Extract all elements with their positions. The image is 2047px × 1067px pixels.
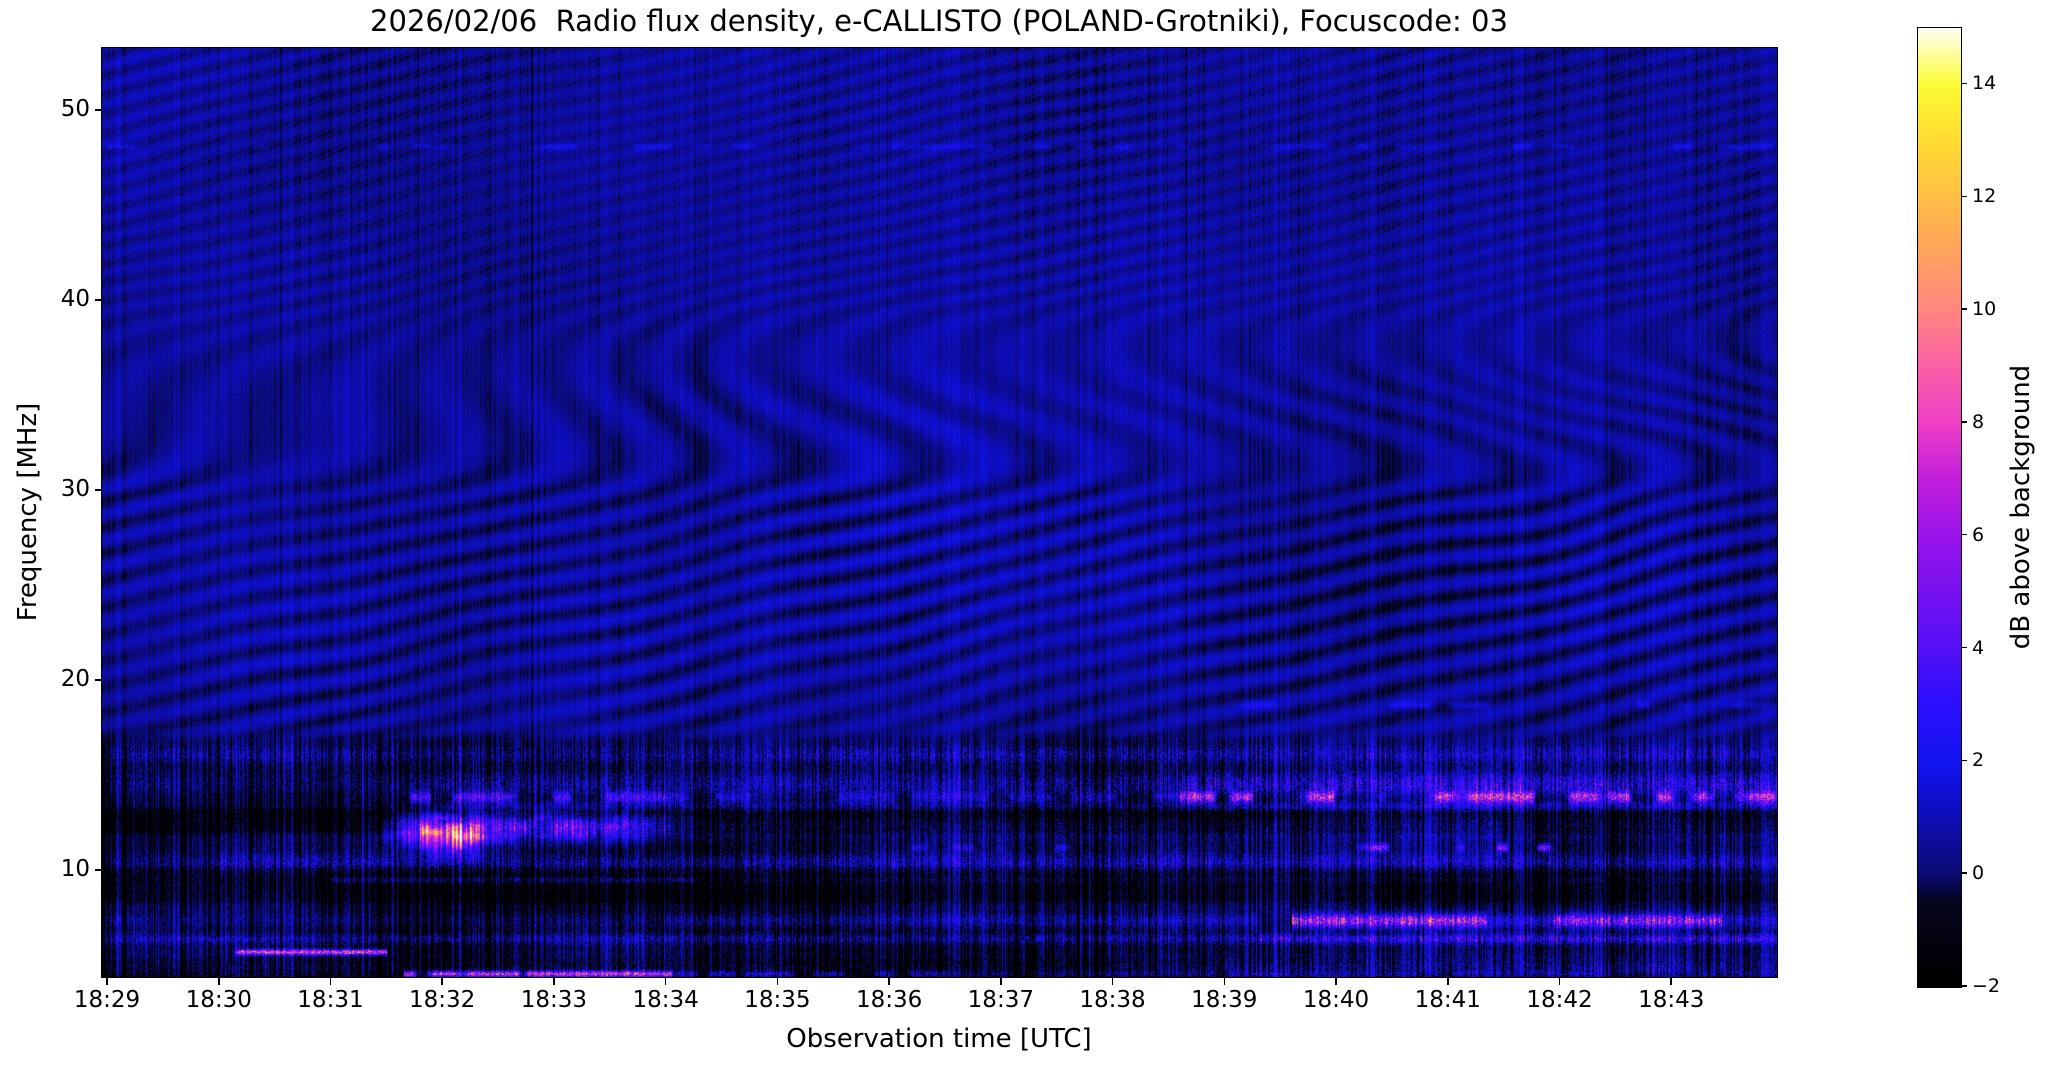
x-tick-mark [1670,978,1672,985]
x-tick-mark [1223,978,1226,985]
x-tick-label: 18:41 [1414,987,1481,1013]
x-tick-mark [1335,978,1337,985]
y-axis-label: Frequency [MHz] [13,402,43,622]
spectrogram-canvas [102,48,1777,977]
x-tick-label: 18:30 [185,987,252,1013]
x-tick-mark [1000,978,1002,985]
x-tick-mark [1558,978,1561,985]
colorbar-tick-mark [1961,421,1967,423]
x-tick-mark [1446,978,1449,985]
colorbar-tick-label: 10 [1972,298,1997,321]
colorbar-tick-mark [1961,195,1967,197]
x-tick-label: 18:31 [297,987,364,1013]
x-tick-label: 18:37 [967,987,1034,1013]
colorbar-tick-mark [1961,759,1967,762]
chart-title: 2026/02/06 Radio flux density, e-CALLIST… [370,4,1508,38]
x-tick-mark [1111,978,1114,985]
x-axis-label: Observation time [UTC] [786,1024,1092,1054]
colorbar-tick-mark [1961,985,1967,987]
colorbar-tick-label: 0 [1972,862,1985,885]
x-tick-label: 18:38 [1079,987,1146,1013]
colorbar-tick-mark [1961,872,1967,874]
x-tick-label: 18:36 [855,987,923,1013]
x-tick-mark [441,978,443,985]
y-tick-label: 50 [60,96,90,123]
colorbar-label: dB above background [2006,364,2036,650]
x-tick-label: 18:43 [1638,987,1705,1013]
x-tick-mark [664,978,667,985]
colorbar-tick-label: 4 [1972,636,1985,659]
y-tick-mark [95,489,102,491]
y-tick-label: 10 [60,856,90,883]
x-tick-label: 18:35 [744,987,811,1013]
x-tick-label: 18:42 [1526,987,1593,1013]
y-tick-mark [95,299,102,301]
colorbar-tick-label: 2 [1972,749,1985,772]
x-tick-label: 18:34 [632,987,699,1013]
colorbar-tick-label: 12 [1972,185,1997,208]
x-tick-label: 18:29 [73,987,141,1013]
x-tick-mark [888,978,890,985]
colorbar-tick-mark [1961,534,1967,536]
y-tick-label: 30 [60,476,90,503]
x-tick-mark [329,978,332,985]
colorbar-tick-label: 14 [1972,72,1997,95]
colorbar-tick-mark [1961,308,1967,310]
y-tick-mark [95,679,102,681]
x-tick-mark [106,978,108,985]
y-tick-mark [95,869,102,871]
x-tick-mark [217,978,220,985]
x-tick-mark [553,978,555,985]
colorbar [1917,27,1962,988]
y-tick-label: 20 [60,666,90,693]
x-tick-label: 18:39 [1191,987,1258,1013]
x-tick-mark [776,978,779,985]
y-tick-mark [95,109,102,111]
colorbar-tick-mark [1961,646,1967,649]
x-tick-label: 18:40 [1302,987,1370,1013]
x-tick-label: 18:33 [520,987,588,1013]
colorbar-tick-label: 8 [1972,410,1985,433]
plot-area [101,47,1778,978]
colorbar-tick-mark [1961,82,1967,85]
colorbar-tick-label: −2 [1972,975,2001,997]
x-tick-label: 18:32 [409,987,476,1013]
y-tick-label: 40 [60,286,90,313]
colorbar-tick-label: 6 [1972,523,1985,546]
